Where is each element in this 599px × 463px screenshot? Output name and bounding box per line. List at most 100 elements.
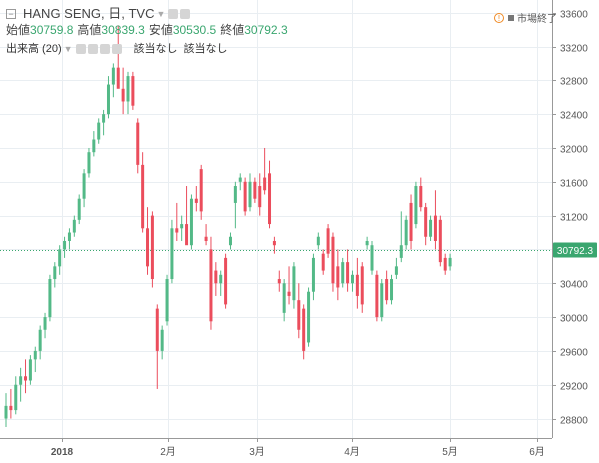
candle-body (38, 329, 42, 351)
candle-body (331, 236, 335, 284)
candle-body (58, 249, 62, 267)
y-tick-label: 31600 (560, 179, 588, 190)
high-value: 30839.3 (101, 23, 145, 37)
candle-body (224, 257, 228, 305)
candle-body (311, 257, 315, 292)
candle-body (141, 164, 145, 229)
candle-body (238, 177, 242, 182)
ohlc-values: 始値 30759.8 高値 30839.3 安値 30530.5 終値 30792.3 (6, 22, 292, 38)
x-tick-label: 2018 (51, 447, 74, 458)
candle-body (419, 186, 423, 208)
candle-body (433, 215, 437, 241)
candle-body (53, 266, 57, 280)
candle-body (67, 232, 71, 241)
candle-body (292, 266, 296, 301)
candle-body (233, 186, 237, 203)
candle-body (385, 279, 389, 301)
y-tick-label: 29200 (560, 382, 588, 393)
candle-body (282, 283, 286, 313)
y-tick-label: 28800 (560, 416, 588, 427)
candle-body (121, 88, 125, 102)
candle-body (277, 279, 281, 284)
candle-body (404, 219, 408, 246)
last-price-label: 30792.3 (557, 246, 594, 257)
candle-body (375, 274, 379, 318)
candle-body (248, 181, 252, 208)
candle-body (355, 274, 359, 296)
y-tick-label: 29600 (560, 348, 588, 359)
candle-body (9, 405, 13, 411)
candle-body (150, 215, 154, 280)
x-tick-label: 4月 (344, 446, 360, 458)
candle-body (194, 198, 198, 203)
candle-body (102, 114, 106, 123)
candle-body (409, 202, 413, 241)
candle-body (185, 224, 189, 246)
candle-body (63, 240, 67, 250)
low-label: 安値 (148, 23, 173, 37)
volume-na-2: 該当なし (183, 43, 228, 55)
candle-body (111, 67, 115, 85)
x-tick-label: 3月 (249, 446, 265, 458)
volume-settings-icon[interactable] (75, 44, 86, 54)
alert-icon: ! (494, 12, 504, 23)
collapse-legend-icon[interactable]: − (6, 9, 16, 19)
candle-body (424, 207, 428, 237)
open-value: 30759.8 (30, 23, 74, 37)
candle-body (370, 245, 374, 271)
candle-body (199, 169, 203, 212)
candle-body (189, 198, 193, 246)
candle-body (380, 283, 384, 318)
high-label: 高値 (77, 23, 102, 37)
candle-body (146, 228, 150, 267)
candle-body (77, 198, 81, 220)
chevron-down-icon[interactable]: ▼ (156, 9, 166, 19)
candle-body (131, 76, 135, 106)
market-status-label: 市場終了 (517, 14, 557, 25)
candle-body (72, 219, 76, 233)
last-price-badge (553, 242, 597, 258)
y-tick-label: 32000 (560, 145, 588, 156)
volume-label[interactable]: 出来高 (20) (6, 43, 62, 55)
candle-body (204, 236, 208, 241)
candle-body (155, 308, 159, 351)
x-tick-label: 6月 (529, 446, 545, 458)
candle-body (350, 274, 354, 284)
candle-body (165, 279, 169, 322)
candle-body (33, 350, 37, 360)
y-tick-label: 33600 (560, 10, 588, 21)
hide-icon[interactable] (180, 9, 191, 19)
candle-body (438, 219, 442, 263)
candle-body (48, 279, 52, 318)
candle-body (160, 329, 164, 351)
candle-body (116, 67, 120, 89)
candle-body (326, 228, 330, 254)
candle-body (170, 228, 174, 280)
candle-body (24, 376, 28, 381)
candle-body (14, 384, 18, 411)
symbol-title[interactable]: HANG SENG, 日, TVC (23, 6, 155, 21)
candle-body (180, 224, 184, 229)
candle-body (414, 186, 418, 225)
candle-body (443, 257, 447, 271)
candle-body (394, 266, 398, 275)
candle-body (316, 236, 320, 246)
candle-body (287, 291, 291, 296)
volume-add-icon[interactable] (99, 44, 110, 54)
candle-body (28, 359, 32, 381)
candle-body (253, 181, 257, 199)
candle-body (297, 300, 301, 330)
y-tick-label: 31200 (560, 213, 588, 224)
candle-body (448, 257, 452, 267)
candle-body (302, 308, 306, 351)
candle-body (87, 152, 91, 174)
volume-format-icon[interactable] (87, 44, 98, 54)
candle-body (243, 181, 247, 212)
candle-body (136, 122, 140, 165)
settings-icon[interactable] (168, 9, 179, 19)
volume-remove-icon[interactable] (111, 44, 122, 54)
volume-chevron-icon[interactable]: ▼ (63, 44, 73, 54)
x-tick-label: 5月 (442, 446, 458, 458)
y-tick-label: 30400 (560, 280, 588, 291)
